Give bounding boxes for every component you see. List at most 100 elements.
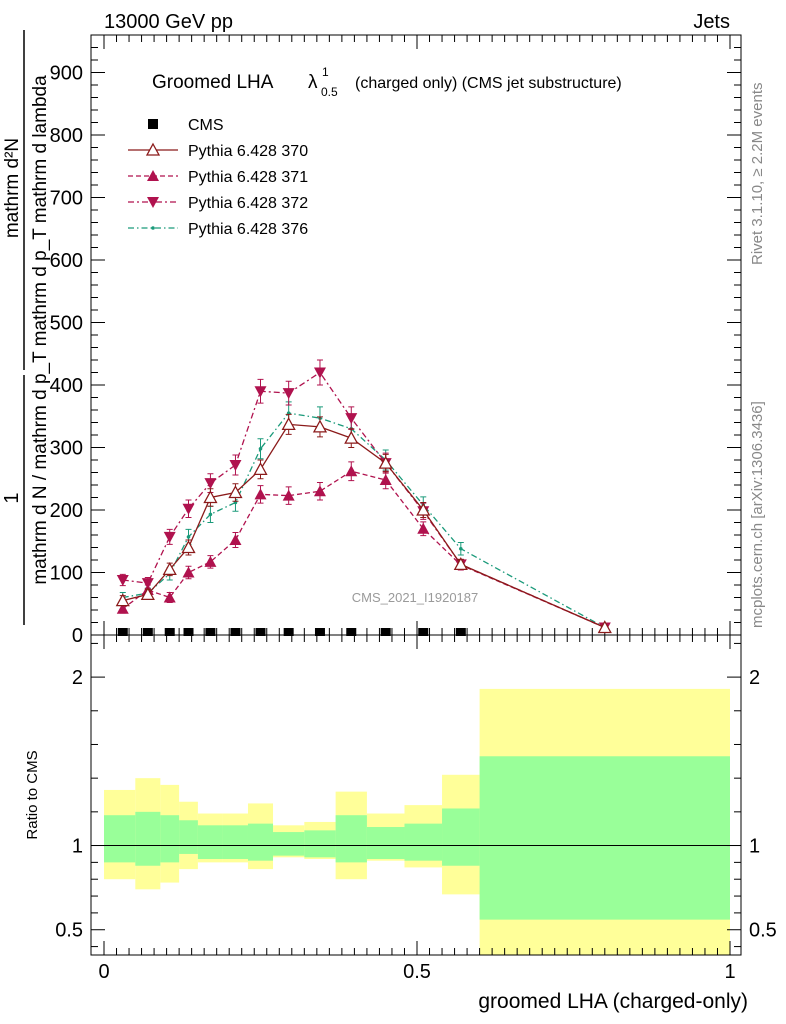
legend-label-p371: Pythia 6.428 371 <box>188 169 308 186</box>
series-line-p370 <box>122 423 606 629</box>
ratio-band-inner <box>104 815 136 863</box>
ratio-axis: 0.5 0.5 1 1 2 2 0 0.5 1 <box>55 635 777 983</box>
point-p370 <box>281 417 296 431</box>
main-y-label: 1 mathrm d²N mathrm d N / mathrm d p_T m… <box>1 30 51 625</box>
legend-marker-p371 <box>147 170 159 181</box>
point-p370 <box>597 620 612 634</box>
point-p370 <box>312 419 328 433</box>
title-sup: 1 <box>322 65 329 79</box>
series-p370 <box>115 413 612 634</box>
main-y-tick-label: 300 <box>50 438 83 460</box>
y-label-den: mathrm d N / mathrm d p_T mathrm d p_T m… <box>30 75 51 585</box>
ratio-band-inner <box>404 823 443 861</box>
main-series-group <box>115 359 612 636</box>
point-p372 <box>313 367 326 379</box>
ratio-bands <box>104 688 730 955</box>
plot-title: Groomed LHA λ 1 0.5 (charged only) (CMS … <box>152 65 622 99</box>
ratio-frame <box>90 634 742 956</box>
y-label-num: mathrm d²N <box>2 138 23 238</box>
point-p376 <box>459 546 463 551</box>
ratio-band-inner <box>135 811 161 866</box>
legend-marker-p372 <box>147 197 159 208</box>
ratio-y-tick-label: 2 <box>72 667 83 689</box>
point-p371 <box>116 602 129 614</box>
legend: CMS Pythia 6.428 370 Pythia 6.428 371 Py… <box>128 117 308 238</box>
main-y-tick-label: 500 <box>50 313 83 335</box>
legend-marker-p370 <box>145 142 161 156</box>
ratio-band-inner <box>197 825 223 859</box>
point-p370 <box>344 430 359 444</box>
point-p370 <box>253 462 268 476</box>
title-sub: 0.5 <box>321 85 338 99</box>
point-cms <box>346 628 357 636</box>
point-p372 <box>229 460 242 471</box>
point-cms <box>205 628 216 636</box>
point-p370 <box>181 540 196 554</box>
x-axis-label: groomed LHA (charged-only) <box>478 990 748 1013</box>
point-p370 <box>162 562 177 576</box>
ratio-band-inner <box>479 756 730 920</box>
ratio-panel: 0.5 0.5 1 1 2 2 0 0.5 1 Ratio to CMS groomed LHA… <box>24 634 777 1013</box>
ratio-band-inner <box>442 808 480 866</box>
point-cms <box>230 628 241 636</box>
point-cms <box>164 628 175 636</box>
ratio-y-tick-label: 1 <box>72 836 83 858</box>
point-p372 <box>182 503 195 515</box>
point-p376 <box>258 446 263 451</box>
series-line-p376 <box>122 412 606 629</box>
point-p371 <box>254 488 267 500</box>
point-p371 <box>204 555 217 567</box>
point-p370 <box>228 485 243 499</box>
ratio-y-label: Ratio to CMS <box>24 750 41 839</box>
point-p372 <box>282 388 295 400</box>
point-cms <box>183 628 194 636</box>
point-p372 <box>204 478 217 490</box>
point-p370 <box>140 587 155 601</box>
point-p372 <box>345 413 358 425</box>
series-p371 <box>116 461 611 633</box>
point-p371 <box>379 474 392 485</box>
header-right: Jets <box>693 11 730 33</box>
point-p370 <box>378 455 393 469</box>
ratio-y-tick-label-right: 1 <box>749 836 760 858</box>
legend-label-p370: Pythia 6.428 370 <box>188 143 308 160</box>
point-p371 <box>229 534 242 545</box>
ratio-band-inner <box>247 823 274 861</box>
title-lambda: λ <box>308 72 318 93</box>
point-cms <box>380 628 391 636</box>
legend-marker-p376 <box>151 226 155 230</box>
side-label-top: Rivet 3.1.10, ≥ 2.2M events <box>749 83 766 266</box>
point-p371 <box>345 465 358 477</box>
point-p371 <box>417 522 430 534</box>
y-label-one: 1 <box>1 492 23 503</box>
series-p372 <box>116 359 611 634</box>
ratio-y-tick-label: 0.5 <box>55 920 83 942</box>
point-p371 <box>282 489 295 501</box>
point-p371 <box>182 566 195 578</box>
x-tick-label: 0.5 <box>403 961 431 983</box>
series-line-p371 <box>122 470 606 629</box>
point-p372 <box>254 386 267 398</box>
main-axis: 0 100 200 300 400 500 600 700 800 900 <box>50 35 741 647</box>
main-y-tick-label: 800 <box>50 125 83 147</box>
main-y-tick-label: 400 <box>50 375 83 397</box>
ratio-band-inner <box>366 827 405 859</box>
ratio-y-tick-label-right: 0.5 <box>749 920 777 942</box>
point-p376 <box>186 535 191 539</box>
series-cms <box>117 628 466 636</box>
ratio-y-tick-label-right: 2 <box>749 667 760 689</box>
main-y-tick-label: 200 <box>50 500 83 522</box>
x-tick-label: 0 <box>98 961 109 983</box>
point-cms <box>142 628 153 636</box>
point-cms <box>117 628 128 636</box>
point-p370 <box>453 557 468 571</box>
point-p371 <box>163 591 176 603</box>
point-p370 <box>115 593 130 607</box>
main-panel: 0 100 200 300 400 500 600 700 800 900 CMS_2021_I1… <box>1 30 742 647</box>
point-p370 <box>203 490 218 504</box>
main-y-tick-label: 600 <box>50 250 83 272</box>
main-y-tick-label: 700 <box>50 188 83 210</box>
side-label-bottom: mcplots.cern.ch [arXiv:1306.3436] <box>749 401 766 628</box>
ratio-band-inner <box>160 815 180 863</box>
